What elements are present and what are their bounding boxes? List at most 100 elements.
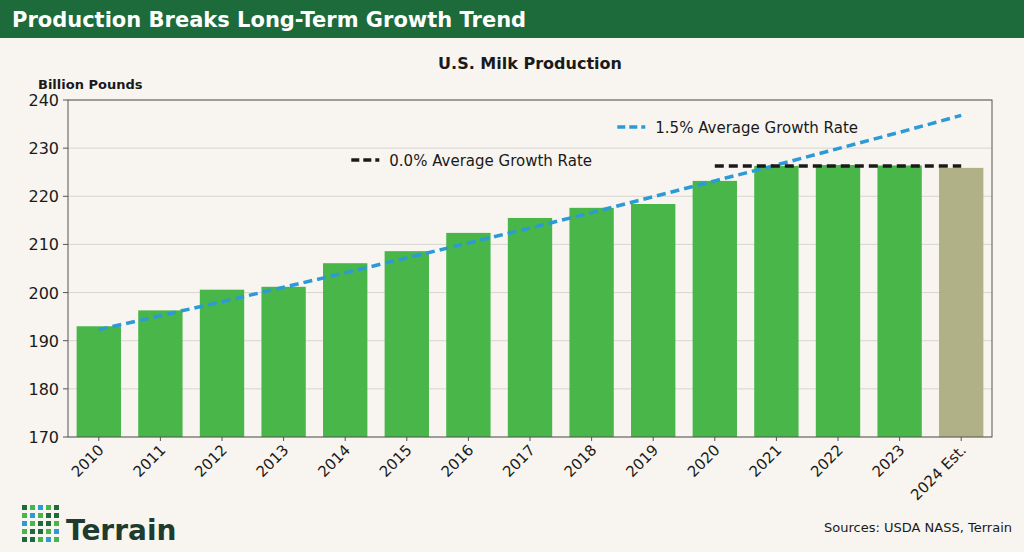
bar	[200, 290, 244, 437]
logo-dot	[30, 529, 35, 534]
logo-dot	[22, 529, 27, 534]
bar	[816, 165, 860, 437]
logo-dot	[38, 529, 43, 534]
bar	[508, 218, 552, 437]
x-tick-mark	[468, 437, 469, 441]
legend-label: 0.0% Average Growth Rate	[389, 152, 592, 170]
x-tick-mark	[530, 437, 531, 441]
x-tick-label: 2018	[561, 441, 601, 481]
logo-dot	[30, 505, 35, 510]
logo-dot	[46, 505, 51, 510]
logo	[22, 505, 59, 542]
logo-dot	[30, 513, 35, 518]
logo-dot	[22, 537, 27, 542]
x-tick-label: 2017	[499, 441, 539, 481]
y-tick-label: 240	[28, 91, 59, 110]
x-tick-mark	[406, 437, 407, 441]
tick-mark	[63, 437, 68, 438]
legend-swatch	[351, 158, 379, 162]
logo-dot	[38, 505, 43, 510]
x-tick-label: 2024 Est.	[907, 441, 970, 504]
logo-dot	[22, 521, 27, 526]
bar	[77, 326, 121, 437]
grid-line	[68, 148, 992, 149]
x-tick-label: 2023	[869, 441, 909, 481]
x-tick-label: 2012	[191, 441, 231, 481]
bar	[631, 204, 675, 437]
background	[0, 0, 1024, 552]
bar	[138, 310, 182, 437]
tick-mark	[63, 340, 68, 341]
bar	[261, 287, 305, 437]
x-tick-label: 2014	[314, 441, 354, 481]
y-tick-label: 210	[28, 235, 59, 254]
x-tick-label: 2013	[253, 441, 293, 481]
logo-dot	[46, 513, 51, 518]
tick-mark	[63, 196, 68, 197]
plot-frame	[68, 100, 992, 437]
x-tick-mark	[345, 437, 346, 441]
legend-label: 1.5% Average Growth Rate	[655, 119, 858, 137]
x-tick-mark	[961, 437, 962, 441]
x-tick-mark	[283, 437, 284, 441]
bar	[385, 251, 429, 437]
logo-dot	[38, 513, 43, 518]
x-tick-label: 2015	[376, 441, 416, 481]
y-tick-label: 170	[28, 428, 59, 447]
tick-mark	[63, 244, 68, 245]
x-tick-mark	[838, 437, 839, 441]
title: Production Breaks Long-Term Growth Trend	[12, 8, 526, 32]
bar	[693, 181, 737, 437]
y-tick-label: 230	[28, 139, 59, 158]
logo-dot	[38, 521, 43, 526]
bar	[754, 166, 798, 437]
bar	[446, 233, 490, 437]
tick-mark	[63, 388, 68, 389]
x-tick-label: 2016	[437, 441, 477, 481]
bar	[323, 263, 367, 437]
logo-dot	[54, 537, 59, 542]
tick-mark	[63, 292, 68, 293]
chart: Production Breaks Long-Term Growth Trend…	[0, 0, 1024, 552]
x-tick-label: 2021	[745, 441, 785, 481]
x-tick-mark	[222, 437, 223, 441]
y-axis-label: Billion Pounds	[38, 77, 143, 92]
trend-line	[715, 164, 961, 168]
x-tick-label: 2022	[807, 441, 847, 481]
y-tick-label: 220	[28, 187, 59, 206]
logo-dot	[46, 537, 51, 542]
logo-dot	[54, 505, 59, 510]
logo-dot	[54, 513, 59, 518]
x-tick-label: 2020	[684, 441, 724, 481]
y-tick-label: 180	[28, 380, 59, 399]
trend-line	[99, 115, 961, 329]
logo-dot	[30, 521, 35, 526]
logo-dot	[54, 521, 59, 526]
bar	[939, 168, 983, 437]
x-tick-mark	[98, 437, 99, 441]
source: Sources: USDA NASS, Terrain	[824, 520, 1012, 535]
logo-dot	[54, 529, 59, 534]
x-tick-label: 2019	[622, 441, 662, 481]
x-tick-mark	[591, 437, 592, 441]
bar	[877, 165, 921, 437]
logo-dot	[30, 537, 35, 542]
logo-dot	[22, 513, 27, 518]
logo-dot	[38, 537, 43, 542]
x-tick-label: 2011	[129, 441, 169, 481]
x-tick-mark	[714, 437, 715, 441]
bar	[569, 208, 613, 437]
tick-mark	[63, 148, 68, 149]
y-tick-label: 200	[28, 284, 59, 303]
header-band	[0, 0, 1024, 38]
subtitle: U.S. Milk Production	[438, 54, 622, 73]
x-tick-mark	[160, 437, 161, 441]
logo-dot	[22, 505, 27, 510]
x-tick-mark	[776, 437, 777, 441]
y-tick-label: 190	[28, 332, 59, 351]
tick-mark	[63, 100, 68, 101]
logo-text: Terrain	[66, 514, 176, 547]
logo-dot	[46, 529, 51, 534]
x-tick-mark	[653, 437, 654, 441]
marks	[77, 115, 984, 437]
